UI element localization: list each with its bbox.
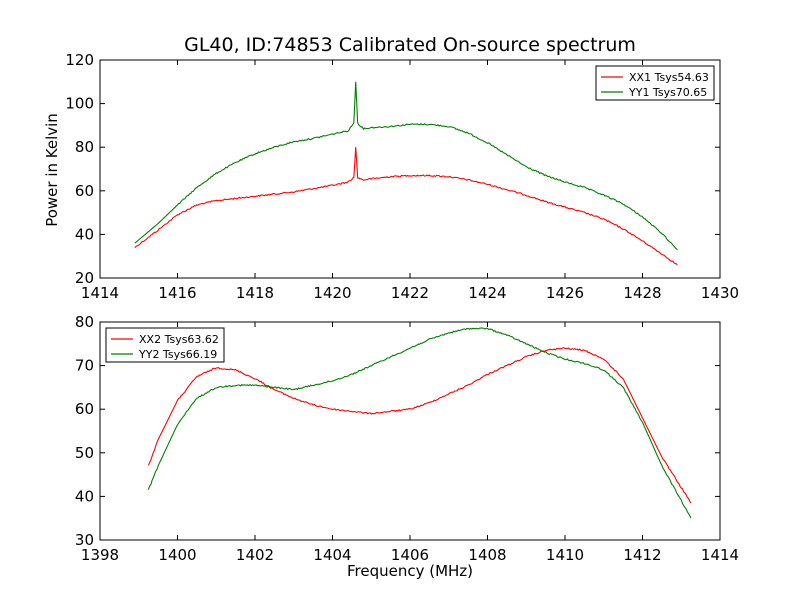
x-tick-label: 1422 xyxy=(391,284,429,302)
x-tick-label: 1404 xyxy=(313,546,351,564)
legend-label: YY2 Tsys66.19 xyxy=(138,348,217,361)
x-tick-label: 1402 xyxy=(236,546,274,564)
y-tick-label: 40 xyxy=(75,225,94,243)
y-tick-label: 120 xyxy=(65,51,94,69)
series-line-0-1 xyxy=(134,81,678,251)
x-tick-label: 1416 xyxy=(158,284,196,302)
y-tick-label: 80 xyxy=(75,313,94,331)
x-tick-label: 1398 xyxy=(81,546,119,564)
chart-title: GL40, ID:74853 Calibrated On-source spec… xyxy=(184,34,636,56)
series-line-0-0 xyxy=(134,147,678,266)
legend-box xyxy=(105,327,225,363)
panel-bottom: 1398 1400 1402 1404 1406 1408 1410 1412 1414 30 40… xyxy=(75,313,739,564)
legend-label: YY1 Tsys70.65 xyxy=(628,86,707,99)
x-tick-label: 1420 xyxy=(313,284,351,302)
legend: XX1 Tsys54.63 YY1 Tsys70.65 xyxy=(595,65,715,101)
legend-box xyxy=(595,65,715,101)
x-tick-label: 1400 xyxy=(158,546,196,564)
y-tick-label: 30 xyxy=(75,531,94,549)
x-tick-label: 1412 xyxy=(623,546,661,564)
x-tick-label: 1426 xyxy=(546,284,584,302)
y-tick-label: 60 xyxy=(75,182,94,200)
y-tick-label: 60 xyxy=(75,400,94,418)
y-tick-label: 70 xyxy=(75,357,94,375)
y-tick-label: 20 xyxy=(75,269,94,287)
x-tick-label: 1418 xyxy=(236,284,274,302)
legend-label: XX1 Tsys54.63 xyxy=(629,71,709,84)
series-line-1-0 xyxy=(147,347,692,504)
y-tick-label: 50 xyxy=(75,444,94,462)
y-tick-label: 80 xyxy=(75,138,94,156)
legend: XX2 Tsys63.62 YY2 Tsys66.19 xyxy=(105,327,225,363)
x-tick-label: 1410 xyxy=(546,546,584,564)
panel-top: 1414 1416 1418 1420 1422 1424 1426 1428 1430 20 40… xyxy=(65,51,739,302)
x-tick-label: 1408 xyxy=(468,546,506,564)
y-tick-label: 100 xyxy=(65,95,94,113)
x-tick-label: 1406 xyxy=(391,546,429,564)
series-line-1-1 xyxy=(147,327,692,519)
x-tick-label: 1424 xyxy=(468,284,506,302)
legend-label: XX2 Tsys63.62 xyxy=(139,333,219,346)
x-tick-label: 1430 xyxy=(701,284,739,302)
x-tick-label: 1428 xyxy=(623,284,661,302)
x-axis-label: Frequency (MHz) xyxy=(346,562,474,580)
y-tick-label: 40 xyxy=(75,487,94,505)
x-tick-label: 1414 xyxy=(81,284,119,302)
x-tick-label: 1414 xyxy=(701,546,739,564)
